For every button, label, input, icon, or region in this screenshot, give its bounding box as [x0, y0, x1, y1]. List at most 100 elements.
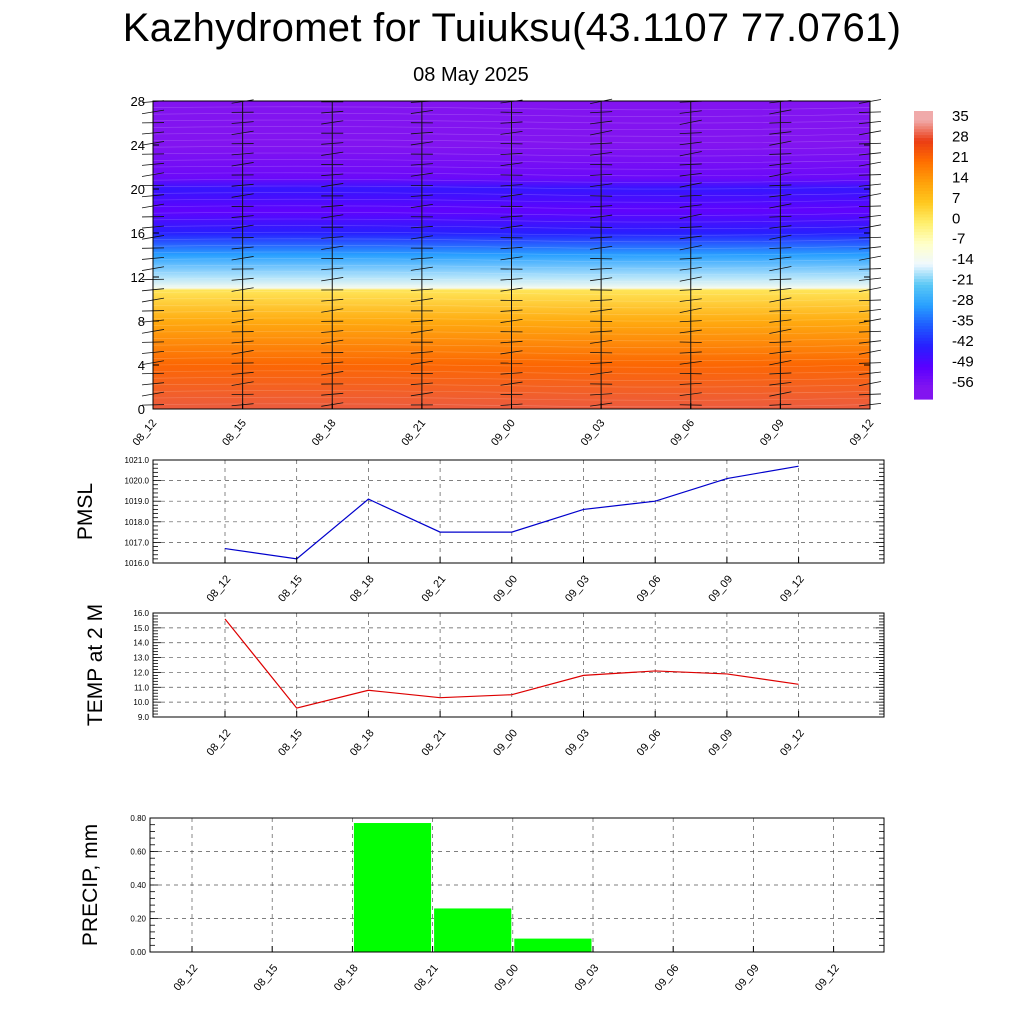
colorbar-label: 7: [952, 190, 960, 207]
colorbar-band: [914, 119, 933, 124]
contour-line: [152, 403, 871, 408]
contour-line: [152, 231, 871, 236]
y-tick-label: 0.60: [130, 848, 146, 857]
colorbar-band: [914, 128, 933, 133]
colorbar-band: [914, 213, 933, 218]
x-tick-label: 09_00: [491, 727, 520, 758]
colorbar-band: [914, 337, 933, 341]
colorbar-band: [914, 340, 933, 344]
y-tick-label: 1021.0: [125, 456, 150, 465]
precip-bar: [434, 908, 512, 952]
colorbar-band: [914, 158, 933, 162]
y-tick-label: 9.0: [138, 713, 150, 722]
colorbar-band: [914, 357, 933, 362]
x-tick-label: 09_09: [758, 417, 787, 448]
contour-line: [152, 159, 871, 163]
contour-line: [152, 284, 871, 289]
chart-subtitle: 08 May 2025: [413, 64, 529, 86]
wind-barb-column: [231, 99, 254, 409]
colorbar-band: [914, 149, 933, 153]
x-tick-label: 09_00: [492, 962, 521, 993]
plot-frame: [149, 817, 885, 953]
y-tick-label: 1020.0: [125, 477, 150, 486]
contour-line: [152, 251, 871, 256]
colorbar-band: [914, 143, 933, 147]
x-tick-label: 09_03: [563, 573, 592, 604]
contour-line: [152, 317, 871, 322]
contour-line: [152, 245, 871, 249]
colorbar-band: [914, 246, 933, 250]
colorbar-band: [914, 137, 933, 141]
colorbar-band: [914, 237, 933, 241]
colorbar-band: [914, 331, 933, 335]
colorbar-label: -7: [952, 231, 965, 248]
x-tick-label: 09_06: [635, 727, 664, 758]
colorbar-band: [914, 328, 933, 333]
y-tick-label: 0.40: [130, 881, 146, 890]
y-tick-label: 0.00: [130, 948, 146, 957]
plot-area: [153, 613, 884, 717]
x-tick-label: 08_15: [252, 962, 281, 993]
colorbar-band: [914, 131, 933, 136]
contour-line: [152, 330, 871, 335]
colorbar-band: [914, 351, 933, 356]
x-tick-label: 09_09: [706, 573, 735, 604]
colorbar-band: [914, 116, 933, 121]
colorbar-band: [914, 125, 933, 130]
colorbar-band: [914, 210, 933, 215]
colorbar-band: [914, 260, 933, 265]
colorbar-band: [914, 269, 933, 274]
y-tick-label: 0.80: [130, 814, 146, 823]
x-tick-label: 09_03: [579, 417, 608, 448]
colorbar-band: [914, 263, 933, 268]
colorbar-label: -42: [952, 333, 974, 350]
colorbar-band: [914, 366, 933, 371]
colorbar-band: [914, 187, 933, 191]
y-tick-label: 1017.0: [125, 538, 150, 547]
colorbar-band: [914, 378, 933, 382]
colorbar-band: [914, 375, 933, 380]
contour-line: [152, 357, 871, 361]
contour-line: [152, 344, 871, 348]
contour-line: [152, 370, 871, 375]
y-tick-label: 14.0: [133, 639, 149, 648]
colorbar-band: [914, 287, 933, 291]
x-tick-label: 08_18: [310, 417, 339, 448]
contour-line: [152, 185, 871, 190]
colorbar-band: [914, 304, 933, 309]
colorbar-label: -28: [952, 292, 974, 309]
contour-line: [152, 192, 871, 196]
contour-line: [152, 278, 871, 282]
x-tick-label: 09_09: [733, 962, 762, 993]
colorbar-label: 35: [952, 108, 969, 125]
y-tick-label: 12: [131, 270, 145, 285]
colorbar-band: [914, 222, 933, 227]
colorbar: 35 28 21 14 7 0 -7 -14 -21 -28 -35 -42 -49 -56: [914, 108, 974, 400]
x-tick-label: 09_03: [572, 962, 601, 993]
colorbar-band: [914, 146, 933, 150]
colorbar-band: [914, 169, 933, 174]
colorbar-band: [914, 166, 933, 171]
colorbar-band: [914, 257, 933, 262]
contour-line: [152, 304, 871, 309]
y-tick-label: 16: [131, 226, 145, 241]
contour-line: [152, 271, 871, 276]
colorbar-band: [914, 343, 933, 347]
colorbar-band: [914, 205, 933, 209]
contour-line: [152, 106, 871, 111]
precip-panel: 0.00 0.20 0.40 0.60 0.80 08_12 08_15 08_18 08_21…: [79, 814, 885, 993]
contour-line: [152, 225, 871, 229]
colorbar-band: [914, 111, 933, 115]
y-tick-label: 4: [138, 358, 145, 373]
x-tick-label: 08_15: [220, 417, 249, 448]
colorbar-band: [914, 196, 933, 200]
contour-line: [152, 146, 871, 150]
colorbar-band: [914, 122, 933, 127]
y-tick-label: 16.0: [133, 609, 149, 618]
contour-line: [152, 377, 871, 381]
colorbar-label: -56: [952, 374, 974, 391]
colorbar-band: [914, 334, 933, 338]
colorbar-band: [914, 134, 933, 139]
colorbar-band: [914, 360, 933, 365]
